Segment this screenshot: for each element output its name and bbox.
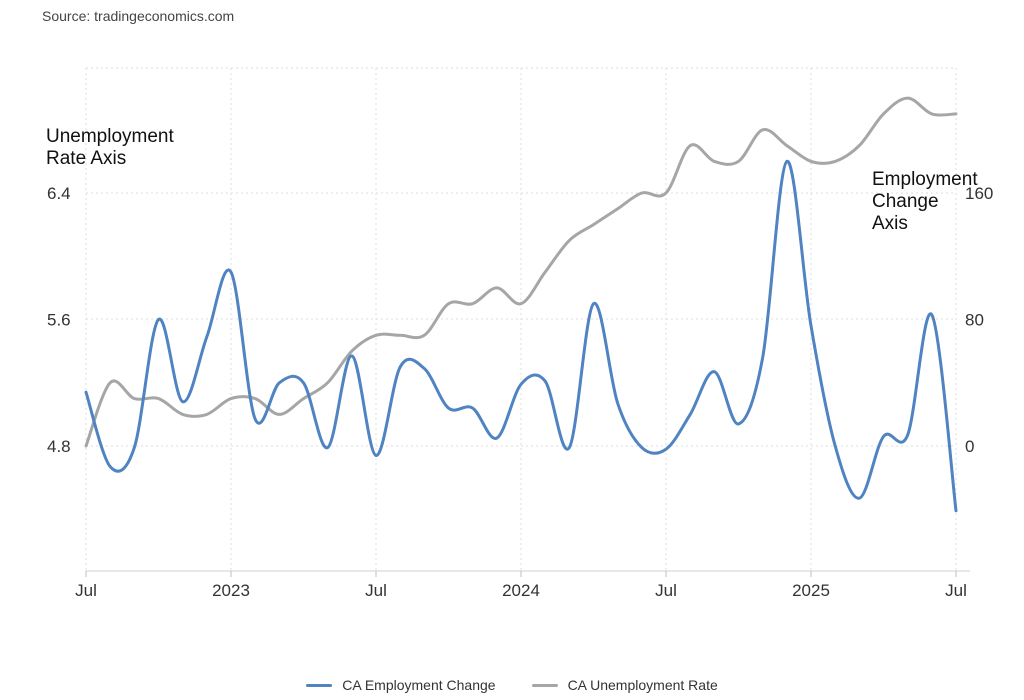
left-tick-label: 5.6 (47, 311, 71, 330)
right-tick-label: 160 (965, 184, 993, 203)
right-axis-title-line1: Employment (872, 169, 978, 190)
legend-item-employment-change[interactable]: CA Employment Change (306, 677, 496, 693)
axis-labels: Jul 2023 Jul 2024 Jul 2025 Jul 4.8 5.6 6.4 0 80 160 (47, 184, 993, 600)
legend-label-employment: CA Employment Change (342, 677, 496, 693)
x-tick-label: 2025 (792, 581, 830, 600)
chart-canvas: Jul 2023 Jul 2024 Jul 2025 Jul 4.8 5.6 6.4 0 80 160 (47, 67, 993, 600)
right-tick-label: 0 (965, 437, 974, 456)
unemployment-rate-line[interactable] (84, 96, 958, 448)
left-axis-title-line2: Rate Axis (46, 148, 127, 169)
left-tick-label: 4.8 (47, 437, 71, 456)
x-tick-label: 2023 (212, 581, 250, 600)
chart-legend: CA Employment Change CA Unemployment Rat… (0, 677, 1024, 693)
x-tick-label: Jul (655, 581, 677, 600)
left-axis-title-line1: Unemployment (46, 126, 174, 147)
right-axis-title-line2: Change (872, 191, 939, 212)
x-tick-label: 2024 (502, 581, 540, 600)
x-tick-label: Jul (945, 581, 967, 600)
x-tick-label: Jul (365, 581, 387, 600)
source-label: Source: tradingeconomics.com (42, 8, 235, 24)
legend-swatch-unemployment (531, 683, 558, 687)
legend-item-unemployment-rate[interactable]: CA Unemployment Rate (531, 677, 718, 693)
right-axis-title-line3: Axis (872, 213, 908, 234)
right-axis-title: Employment Change Axis (872, 169, 978, 235)
grid-lines (85, 67, 970, 577)
employment-change-line[interactable] (84, 159, 958, 513)
x-tick-label: Jul (75, 581, 97, 600)
right-tick-label: 80 (965, 311, 984, 330)
left-tick-label: 6.4 (47, 184, 71, 203)
series-lines (84, 96, 958, 513)
legend-label-unemployment: CA Unemployment Rate (567, 677, 718, 693)
legend-swatch-employment (306, 683, 333, 687)
left-axis-title: Unemployment Rate Axis (46, 126, 174, 170)
